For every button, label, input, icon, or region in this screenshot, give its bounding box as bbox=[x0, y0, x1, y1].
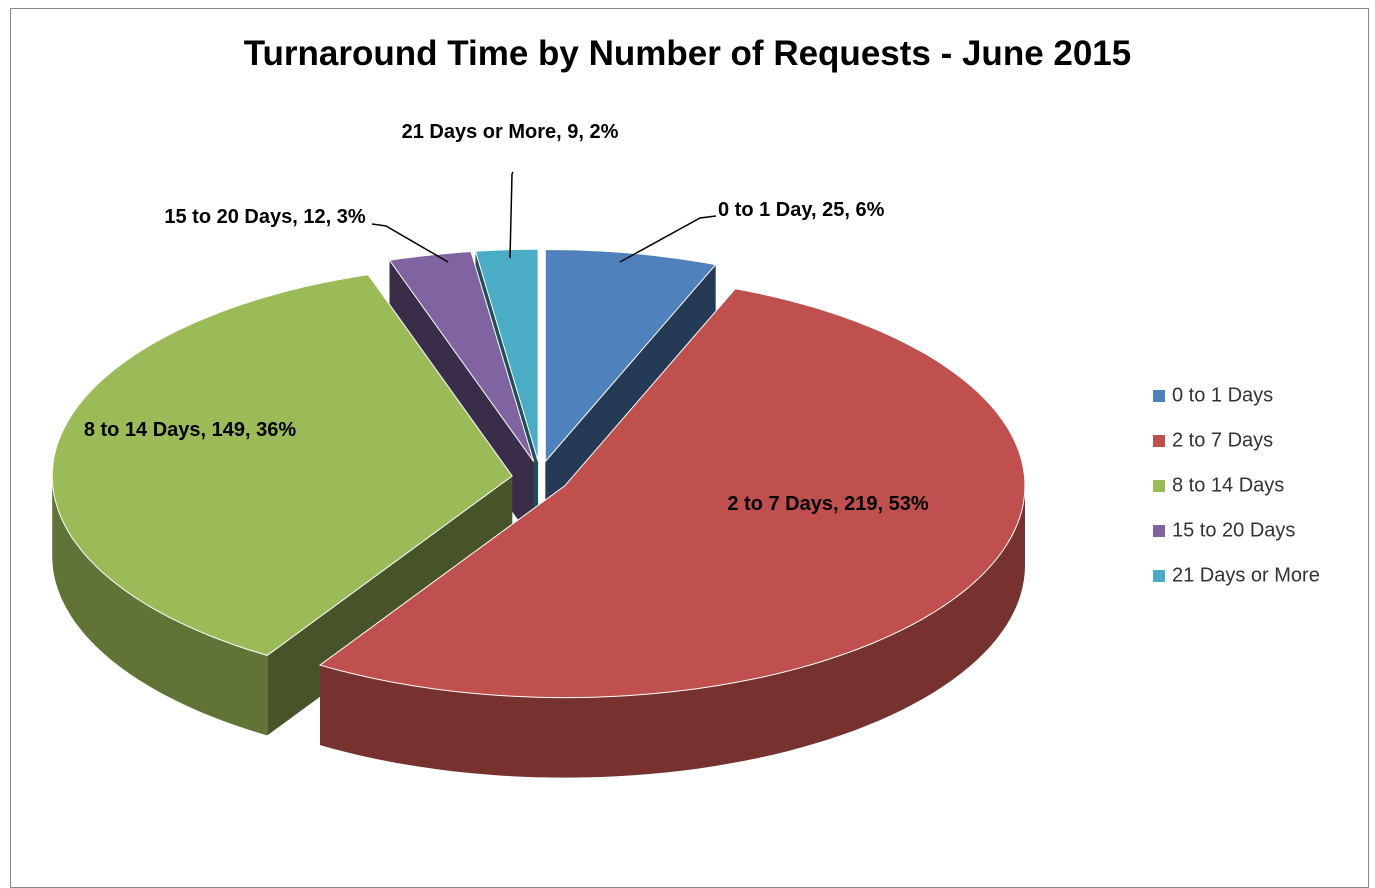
data-label: 21 Days or More, 9, 2% bbox=[401, 121, 619, 143]
slice bbox=[388, 251, 535, 462]
legend: 0 to 1 Days 2 to 7 Days 8 to 14 Days 15 to … bbox=[1153, 384, 1320, 586]
leader-lines bbox=[371, 171, 717, 263]
legend-label: 21 Days or More bbox=[1172, 564, 1320, 586]
legend-swatch bbox=[1153, 525, 1165, 537]
legend-swatch bbox=[1153, 480, 1165, 492]
legend-label: 2 to 7 Days bbox=[1172, 429, 1273, 451]
data-label: 15 to 20 Days, 12, 3% bbox=[164, 206, 366, 228]
leader-line bbox=[619, 215, 717, 263]
data-label: 2 to 7 Days, 219, 53% bbox=[727, 493, 929, 515]
slice bbox=[318, 288, 1026, 699]
legend-label: 0 to 1 Days bbox=[1172, 384, 1273, 406]
legend-swatch bbox=[1153, 390, 1165, 402]
slice bbox=[51, 274, 513, 656]
legend-swatch bbox=[1153, 570, 1165, 582]
legend-label: 8 to 14 Days bbox=[1172, 474, 1284, 496]
slice-side bbox=[52, 476, 268, 736]
chart-title: Turnaround Time by Number of Requests - … bbox=[243, 34, 1132, 73]
pie bbox=[51, 248, 1026, 778]
data-label: 0 to 1 Day, 25, 6% bbox=[718, 199, 885, 221]
slice bbox=[474, 248, 539, 462]
slice bbox=[544, 248, 717, 463]
leader-line bbox=[371, 223, 449, 263]
legend-swatch bbox=[1153, 435, 1165, 447]
legend-label: 15 to 20 Days bbox=[1172, 519, 1295, 541]
slice-side bbox=[320, 485, 1025, 778]
data-label: 8 to 14 Days, 149, 36% bbox=[83, 419, 297, 441]
leader-line bbox=[509, 171, 514, 259]
